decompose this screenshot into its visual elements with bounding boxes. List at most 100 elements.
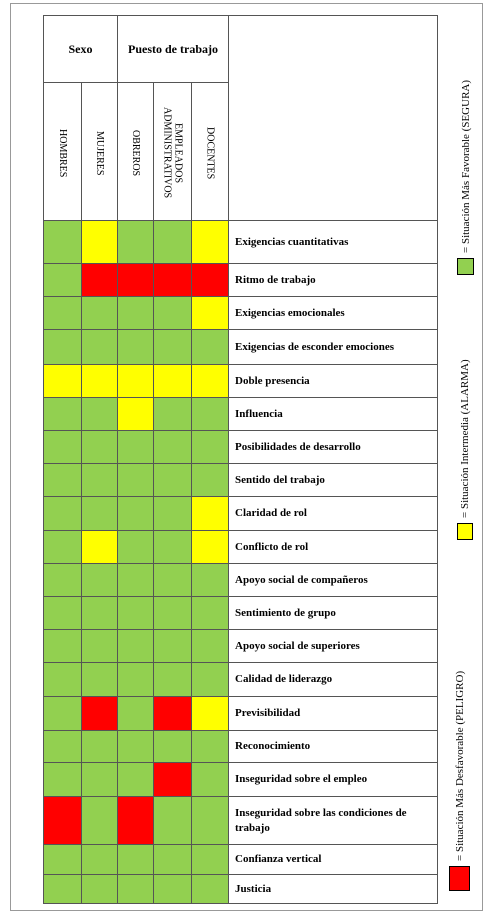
row-label: Previsibilidad — [228, 696, 439, 731]
legend-swatch — [449, 866, 470, 891]
row: Influencia — [43, 397, 439, 431]
status-cell — [81, 296, 118, 330]
status-cell — [117, 329, 154, 365]
row-label: Confianza vertical — [228, 844, 439, 875]
status-cell — [81, 696, 118, 731]
group-header: Puesto de trabajo — [116, 15, 230, 83]
row-label: Inseguridad sobre las condiciones de tra… — [228, 796, 439, 845]
status-cell — [81, 364, 118, 398]
status-cell — [190, 296, 230, 330]
status-cell — [153, 596, 192, 630]
status-cell — [81, 397, 118, 431]
status-cell — [43, 329, 82, 365]
row-label: Posibilidades de desarrollo — [228, 430, 439, 464]
row-label: Sentimiento de grupo — [228, 596, 439, 630]
status-cell — [43, 844, 82, 875]
status-cell — [153, 874, 192, 904]
status-cell — [81, 329, 118, 365]
row-label: Exigencias cuantitativas — [228, 220, 439, 264]
status-cell — [190, 220, 230, 264]
row-label: Justicia — [228, 874, 439, 904]
status-cell — [190, 563, 230, 597]
status-cell — [81, 530, 118, 564]
status-cell — [117, 496, 154, 531]
status-cell — [190, 530, 230, 564]
column-label: DOCENTES — [204, 126, 216, 180]
status-cell — [153, 762, 192, 797]
status-cell — [117, 874, 154, 904]
status-cell — [43, 563, 82, 597]
group-header: Sexo — [43, 15, 118, 83]
status-cell — [190, 263, 230, 297]
status-cell — [190, 329, 230, 365]
row-label: Sentido del trabajo — [228, 463, 439, 497]
status-cell — [117, 629, 154, 663]
status-cell — [81, 662, 118, 697]
column-label: HOMBRES — [57, 128, 68, 178]
row: Exigencias de esconder emociones — [43, 329, 439, 365]
column-label: EMPLEADOS ADMINISTRATIVOS — [161, 107, 184, 199]
status-cell — [117, 296, 154, 330]
status-cell — [190, 796, 230, 845]
status-cell — [117, 563, 154, 597]
row-label: Calidad de liderazgo — [228, 662, 439, 697]
row: Previsibilidad — [43, 696, 439, 731]
row: Ritmo de trabajo — [43, 263, 439, 297]
status-cell — [117, 796, 154, 845]
row: Inseguridad sobre las condiciones de tra… — [43, 796, 439, 845]
legend-item: = Situación Más Desfavorable (PELIGRO) — [449, 671, 470, 891]
status-cell — [81, 596, 118, 630]
status-cell — [117, 530, 154, 564]
status-cell — [43, 696, 82, 731]
status-cell — [190, 874, 230, 904]
row-label: Influencia — [228, 397, 439, 431]
row: Inseguridad sobre el empleo — [43, 762, 439, 797]
status-cell — [117, 220, 154, 264]
status-cell — [153, 629, 192, 663]
status-cell — [117, 596, 154, 630]
status-cell — [117, 263, 154, 297]
row-label: Inseguridad sobre el empleo — [228, 762, 439, 797]
status-cell — [190, 662, 230, 697]
status-cell — [43, 397, 82, 431]
column-header: MUJERES — [81, 82, 118, 221]
row-label: Apoyo social de compañeros — [228, 563, 439, 597]
status-cell — [81, 762, 118, 797]
row: Sentido del trabajo — [43, 463, 439, 497]
status-cell — [153, 263, 192, 297]
legend-label: = Situación Intermedia (ALARMA) — [459, 359, 471, 518]
legend-item: = Situación Intermedia (ALARMA) — [457, 359, 473, 540]
status-cell — [81, 496, 118, 531]
status-cell — [117, 397, 154, 431]
row-label: Conflicto de rol — [228, 530, 439, 564]
status-cell — [117, 364, 154, 398]
status-cell — [153, 296, 192, 330]
status-cell — [81, 430, 118, 464]
status-cell — [43, 496, 82, 531]
row: Exigencias cuantitativas — [43, 220, 439, 264]
row: Calidad de liderazgo — [43, 662, 439, 697]
status-cell — [190, 496, 230, 531]
status-cell — [81, 263, 118, 297]
row-label: Exigencias emocionales — [228, 296, 439, 330]
row: Confianza vertical — [43, 844, 439, 875]
status-cell — [153, 430, 192, 464]
row-label: Apoyo social de superiores — [228, 629, 439, 663]
status-cell — [81, 730, 118, 763]
status-cell — [190, 762, 230, 797]
status-cell — [43, 796, 82, 845]
legend-label: = Situación Más Desfavorable (PELIGRO) — [453, 670, 466, 861]
status-cell — [117, 844, 154, 875]
column-header: EMPLEADOS ADMINISTRATIVOS — [153, 82, 192, 221]
row: Conflicto de rol — [43, 530, 439, 564]
status-cell — [81, 796, 118, 845]
row: Reconocimiento — [43, 730, 439, 763]
status-cell — [81, 220, 118, 264]
status-cell — [190, 844, 230, 875]
status-cell — [43, 296, 82, 330]
row-label: Exigencias de esconder emociones — [228, 329, 439, 365]
legend-label: = Situación Más Favorable (SEGURA) — [459, 79, 472, 253]
status-cell — [153, 530, 192, 564]
status-cell — [153, 496, 192, 531]
status-cell — [153, 220, 192, 264]
